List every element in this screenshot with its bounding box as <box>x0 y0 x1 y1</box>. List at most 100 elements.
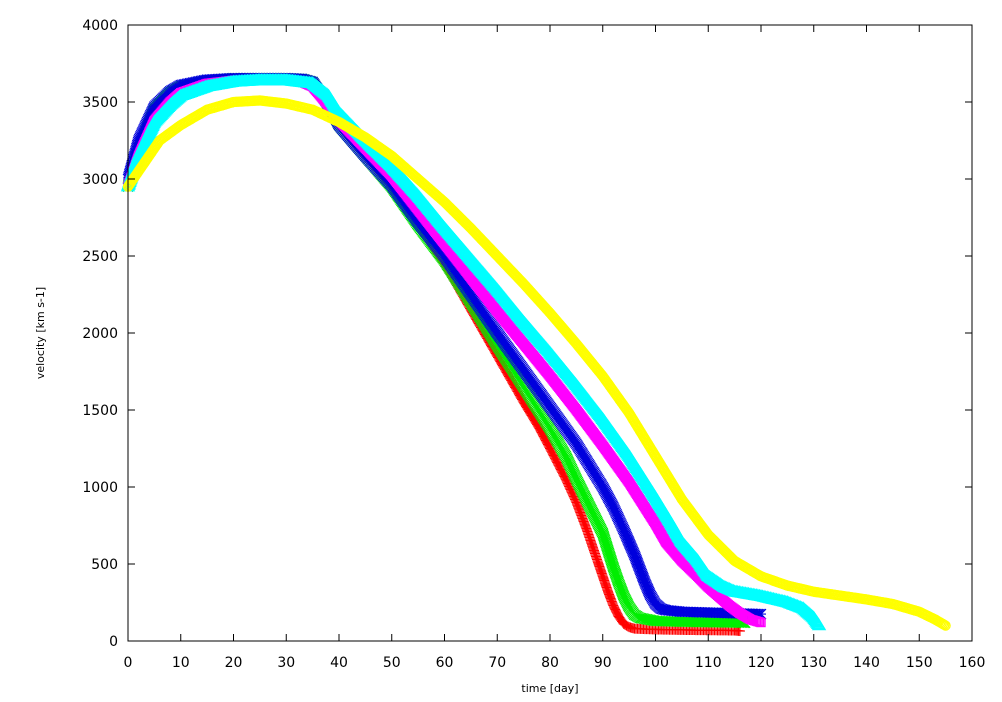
data-point <box>535 426 546 437</box>
data-point <box>615 582 627 594</box>
y-tick-label: 4000 <box>82 18 118 34</box>
data-point <box>614 579 626 591</box>
data-point <box>608 564 620 576</box>
x-tick-label: 50 <box>383 655 401 671</box>
data-markers <box>120 72 951 636</box>
data-point <box>612 511 624 523</box>
y-tick-label: 1000 <box>82 480 118 496</box>
data-point <box>624 539 636 551</box>
x-axis-label: time [day] <box>521 682 578 695</box>
data-point <box>608 601 619 612</box>
series-5-markers <box>120 73 827 631</box>
x-tick-label: 140 <box>853 655 880 671</box>
data-point <box>628 548 640 559</box>
data-point <box>615 517 626 529</box>
data-point <box>610 568 622 580</box>
data-point <box>609 565 621 577</box>
data-point <box>618 524 630 536</box>
data-point <box>611 510 623 522</box>
data-point <box>609 505 621 517</box>
data-point <box>627 545 639 557</box>
data-point <box>626 543 638 555</box>
data-point <box>618 619 629 630</box>
data-point <box>615 583 627 595</box>
x-tick-label: 0 <box>124 655 133 671</box>
series-3-markers <box>122 72 767 620</box>
data-point <box>644 588 656 599</box>
data-point <box>620 619 631 630</box>
data-point <box>619 527 631 539</box>
data-point <box>612 608 623 619</box>
data-point <box>622 534 634 546</box>
x-tick-label: 40 <box>330 655 348 671</box>
data-point <box>756 617 766 628</box>
data-point <box>608 503 620 514</box>
data-point <box>620 530 632 541</box>
data-point <box>643 586 655 598</box>
data-point <box>940 620 951 631</box>
x-tick-label: 60 <box>436 655 454 671</box>
data-point <box>623 537 635 548</box>
y-tick-label: 2500 <box>82 249 118 265</box>
data-point <box>607 501 619 513</box>
data-point <box>611 508 622 520</box>
x-tick-label: 120 <box>748 655 775 671</box>
x-tick-label: 150 <box>906 655 933 671</box>
data-point <box>608 600 619 611</box>
data-point <box>610 570 622 581</box>
data-point <box>609 504 621 516</box>
data-point <box>621 531 633 543</box>
data-point <box>640 579 652 591</box>
y-axis-label: velocity [km s-1] <box>34 287 47 379</box>
data-point <box>639 577 651 588</box>
data-point <box>543 440 554 451</box>
series-2-markers <box>122 72 751 629</box>
y-tick-label: 500 <box>91 557 118 573</box>
x-tick-label: 30 <box>277 655 295 671</box>
data-point <box>607 561 619 573</box>
data-point <box>624 538 636 550</box>
data-point <box>616 520 628 532</box>
data-point <box>611 571 623 583</box>
x-tick-label: 80 <box>541 655 559 671</box>
data-point <box>613 578 625 590</box>
x-tick-label: 70 <box>488 655 506 671</box>
data-point <box>614 516 626 527</box>
data-point <box>734 625 745 636</box>
data-point <box>536 427 547 438</box>
x-tick-label: 20 <box>225 655 243 671</box>
y-tick-label: 3000 <box>82 172 118 188</box>
data-point <box>611 572 623 584</box>
x-tick-label: 100 <box>642 655 669 671</box>
data-point <box>610 507 622 519</box>
data-point <box>626 542 637 554</box>
data-point <box>610 604 621 615</box>
data-point <box>609 603 620 614</box>
data-point <box>609 567 621 579</box>
data-point <box>642 583 654 595</box>
series-6-markers <box>122 95 951 631</box>
data-point <box>617 521 628 533</box>
data-point <box>623 535 634 547</box>
data-point <box>811 618 827 631</box>
x-tick-label: 130 <box>800 655 827 671</box>
data-point <box>517 394 528 405</box>
data-point <box>613 513 624 524</box>
data-point <box>640 578 651 590</box>
y-tick-label: 2000 <box>82 326 118 342</box>
data-point <box>625 541 637 552</box>
data-point <box>542 439 553 450</box>
data-point <box>613 577 624 588</box>
data-point <box>621 620 632 631</box>
data-point <box>612 575 624 587</box>
y-tick-label: 0 <box>109 634 118 650</box>
data-point <box>620 528 631 540</box>
data-point <box>610 605 621 616</box>
data-point <box>615 518 627 530</box>
data-point <box>517 395 528 406</box>
data-point <box>537 428 548 439</box>
x-tick-label: 110 <box>695 655 722 671</box>
data-point <box>627 546 639 558</box>
data-point <box>616 586 628 598</box>
